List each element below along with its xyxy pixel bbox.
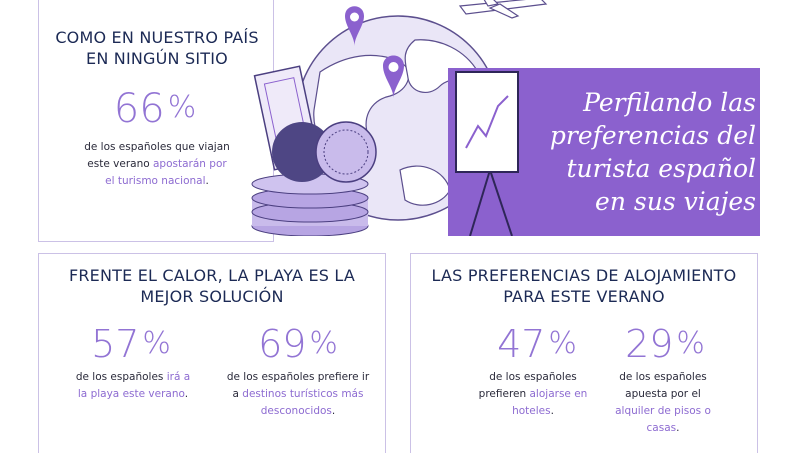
lodging-stat1-value: 47% bbox=[462, 322, 612, 366]
desc-highlight: el turismo nacional bbox=[105, 175, 206, 187]
coin-icon bbox=[272, 122, 332, 182]
stat-number: 47 bbox=[497, 322, 546, 366]
beach-stat1-description: de los españoles irá a la playa este ver… bbox=[58, 369, 208, 403]
desc-text: este verano bbox=[87, 158, 153, 170]
percent-symbol: % bbox=[548, 326, 577, 361]
percent-symbol: % bbox=[142, 326, 171, 361]
lodging-section-frame bbox=[410, 253, 758, 453]
desc-line: de los españoles irá a bbox=[58, 369, 208, 386]
desc-text: . bbox=[550, 405, 554, 417]
beach-stat1-value: 57% bbox=[56, 322, 206, 366]
desc-highlight: la playa este verano bbox=[77, 388, 185, 400]
desc-highlight: hoteles bbox=[512, 405, 551, 417]
desc-highlight: alquiler de pisos o bbox=[615, 405, 711, 417]
desc-line: casas. bbox=[588, 420, 738, 437]
stat-number: 69 bbox=[258, 322, 307, 366]
desc-line: prefieren alojarse en bbox=[458, 386, 608, 403]
desc-line: a destinos turísticos más bbox=[212, 386, 384, 403]
desc-text: . bbox=[205, 175, 209, 187]
chart-board-icon bbox=[455, 71, 519, 236]
desc-text: prefieren bbox=[478, 388, 530, 400]
beach-stat2-description: de los españoles prefiere ir a destinos … bbox=[212, 369, 384, 420]
beach-title-line: FRENTE EL CALOR, LA PLAYA ES LA bbox=[68, 266, 356, 285]
stat-number: 66 bbox=[113, 86, 165, 132]
national-stat-value: 66% bbox=[60, 86, 250, 132]
percent-symbol: % bbox=[676, 326, 705, 361]
banner-title-line: Perfilando las bbox=[583, 88, 756, 117]
desc-line: este verano apostarán por bbox=[50, 156, 264, 173]
banner-title: Perfilando las preferencias del turista … bbox=[540, 86, 756, 218]
beach-section-title: FRENTE EL CALOR, LA PLAYA ES LA MEJOR SO… bbox=[40, 265, 384, 307]
desc-line: de los españoles bbox=[619, 371, 707, 383]
desc-line: el turismo nacional. bbox=[50, 173, 264, 190]
lodging-title-line: PARA ESTE VERANO bbox=[503, 287, 665, 306]
banner-title-line: en sus viajes bbox=[595, 187, 756, 216]
desc-text: . bbox=[331, 405, 336, 417]
percent-symbol: % bbox=[167, 90, 197, 125]
lodging-stat2-description: de los españoles apuesta por el alquiler… bbox=[588, 369, 738, 437]
banner-title-line: turista español bbox=[566, 154, 756, 183]
stat-number: 29 bbox=[625, 322, 674, 366]
banner-title-line: preferencias del bbox=[549, 121, 756, 150]
airplane-icon bbox=[458, 0, 548, 19]
national-section-title: COMO EN NUESTRO PAÍS EN NINGÚN SITIO bbox=[40, 27, 274, 69]
national-stat-description: de los españoles que viajan este verano … bbox=[50, 139, 264, 190]
coin-stack-icon bbox=[251, 173, 369, 236]
desc-text: . bbox=[184, 388, 189, 400]
lodging-stat1-description: de los españoles prefieren alojarse en h… bbox=[458, 369, 608, 420]
desc-highlight: alojarse en bbox=[529, 388, 588, 400]
beach-stat2-value: 69% bbox=[218, 322, 378, 366]
beach-title-line: MEJOR SOLUCIÓN bbox=[140, 287, 284, 306]
desc-highlight: apostarán por bbox=[152, 158, 227, 170]
desc-line: apuesta por el bbox=[625, 388, 701, 400]
stat-number: 57 bbox=[91, 322, 140, 366]
desc-text: . bbox=[676, 422, 680, 434]
national-title-line: EN NINGÚN SITIO bbox=[86, 49, 228, 68]
desc-highlight: irá a bbox=[166, 371, 191, 383]
map-pin-icon bbox=[383, 55, 404, 98]
map-pin-icon bbox=[345, 6, 364, 46]
coin-icon bbox=[315, 121, 377, 183]
desc-highlight: desconocidos bbox=[260, 405, 332, 417]
desc-line: de los españoles que viajan bbox=[84, 141, 230, 153]
desc-line: desconocidos. bbox=[212, 403, 384, 420]
percent-symbol: % bbox=[309, 326, 338, 361]
desc-line: de los españoles prefiere ir bbox=[226, 371, 370, 383]
beach-section-frame bbox=[38, 253, 386, 453]
national-title-line: COMO EN NUESTRO PAÍS bbox=[55, 28, 259, 47]
lodging-title-line: LAS PREFERENCIAS DE ALOJAMIENTO bbox=[431, 266, 737, 285]
desc-highlight: casas bbox=[646, 422, 677, 434]
desc-line: la playa este verano. bbox=[58, 386, 208, 403]
desc-line: de los españoles bbox=[489, 371, 577, 383]
desc-text: a bbox=[232, 388, 243, 400]
desc-text: de los españoles bbox=[75, 371, 167, 383]
lodging-section-title: LAS PREFERENCIAS DE ALOJAMIENTO PARA EST… bbox=[412, 265, 756, 307]
desc-highlight: destinos turísticos más bbox=[242, 388, 364, 400]
desc-line: hoteles. bbox=[458, 403, 608, 420]
lodging-stat2-value: 29% bbox=[590, 322, 740, 366]
